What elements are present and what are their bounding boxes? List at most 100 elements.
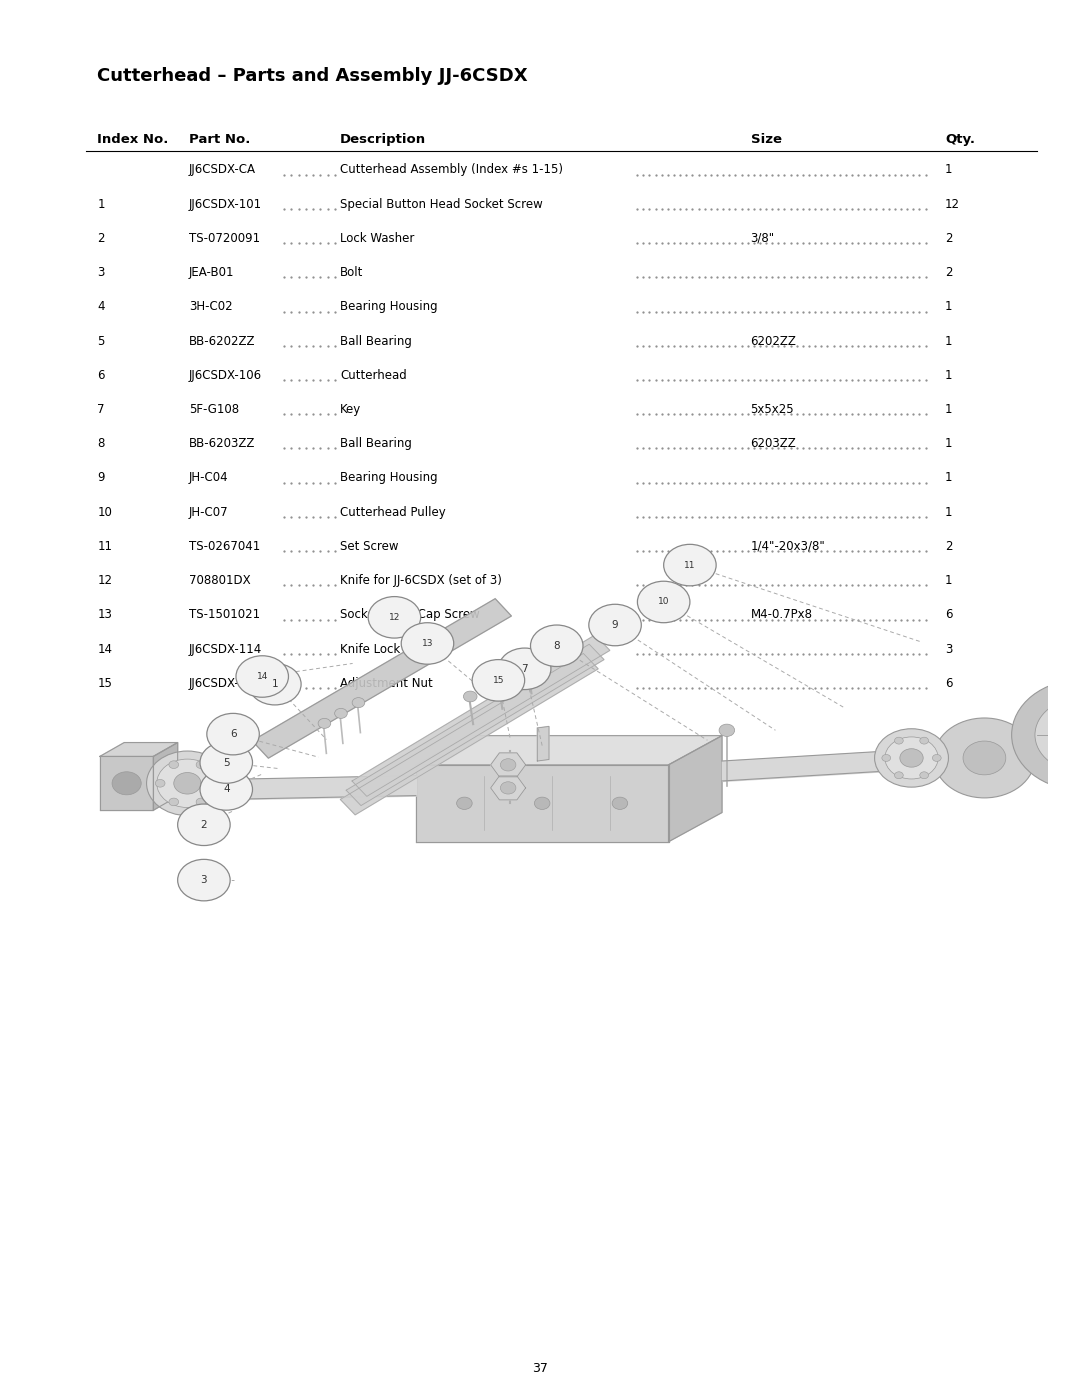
Text: 2: 2 — [201, 820, 207, 830]
Circle shape — [934, 718, 1035, 798]
Text: JJ6CSDX-CA: JJ6CSDX-CA — [189, 163, 256, 176]
Text: 14: 14 — [97, 643, 112, 655]
Polygon shape — [153, 743, 177, 810]
Text: 1: 1 — [945, 163, 953, 176]
Text: Bearing Housing: Bearing Housing — [340, 300, 437, 313]
Text: 6203ZZ: 6203ZZ — [751, 437, 796, 450]
Text: Description: Description — [340, 133, 427, 145]
Circle shape — [1064, 721, 1080, 749]
Circle shape — [235, 655, 288, 697]
Text: 13: 13 — [97, 609, 112, 622]
Text: TS-0267041: TS-0267041 — [189, 541, 260, 553]
Text: JJ6CSDX-114: JJ6CSDX-114 — [189, 643, 262, 655]
Circle shape — [112, 771, 141, 795]
Text: 2: 2 — [97, 232, 105, 244]
Text: 3: 3 — [201, 875, 207, 886]
Text: 12: 12 — [97, 574, 112, 587]
Circle shape — [492, 676, 507, 686]
Text: Ball Bearing: Ball Bearing — [340, 437, 413, 450]
Text: 3: 3 — [945, 643, 953, 655]
Text: 5: 5 — [97, 335, 105, 348]
Polygon shape — [416, 736, 721, 764]
Circle shape — [900, 749, 923, 767]
Text: TS-0720091: TS-0720091 — [189, 232, 260, 244]
Circle shape — [24, 785, 50, 805]
Ellipse shape — [216, 775, 227, 799]
Circle shape — [875, 729, 948, 787]
Text: 2: 2 — [945, 541, 953, 553]
Polygon shape — [416, 764, 669, 841]
Circle shape — [663, 545, 716, 585]
Circle shape — [894, 771, 903, 778]
Circle shape — [177, 859, 230, 901]
Text: JH-C07: JH-C07 — [189, 506, 229, 518]
Text: Cutterhead Pulley: Cutterhead Pulley — [340, 506, 446, 518]
Circle shape — [894, 738, 903, 745]
Text: 1: 1 — [945, 574, 953, 587]
Text: 3/8": 3/8" — [751, 232, 774, 244]
Text: Bearing Housing: Bearing Housing — [340, 472, 437, 485]
Text: 6: 6 — [230, 729, 237, 739]
Circle shape — [207, 714, 259, 754]
Circle shape — [920, 738, 929, 745]
Text: 4: 4 — [97, 300, 105, 313]
Polygon shape — [347, 644, 604, 806]
Text: 6: 6 — [945, 609, 953, 622]
Text: Socket Head Cap Screw: Socket Head Cap Screw — [340, 609, 480, 622]
Text: Size: Size — [751, 133, 782, 145]
Text: M4-0.7Px8: M4-0.7Px8 — [751, 609, 812, 622]
Circle shape — [200, 742, 253, 784]
Polygon shape — [352, 636, 610, 796]
Text: Knife Lock Bar: Knife Lock Bar — [340, 643, 424, 655]
Circle shape — [156, 780, 165, 787]
Text: JH-C04: JH-C04 — [189, 472, 229, 485]
Text: Part No.: Part No. — [189, 133, 251, 145]
Circle shape — [157, 759, 218, 807]
Text: 6: 6 — [945, 676, 953, 690]
Text: Cutterhead: Cutterhead — [340, 369, 407, 381]
Text: BB-6203ZZ: BB-6203ZZ — [189, 437, 255, 450]
Text: Knife for JJ-6CSDX (set of 3): Knife for JJ-6CSDX (set of 3) — [340, 574, 502, 587]
Circle shape — [963, 740, 1005, 775]
Circle shape — [147, 752, 228, 816]
Text: Ball Bearing: Ball Bearing — [340, 335, 413, 348]
Circle shape — [612, 798, 627, 809]
Text: 11: 11 — [684, 560, 696, 570]
Text: 1: 1 — [945, 402, 953, 416]
Text: 9: 9 — [97, 472, 105, 485]
Text: 7: 7 — [97, 402, 105, 416]
Text: 2: 2 — [945, 232, 953, 244]
Circle shape — [472, 659, 525, 701]
Text: 5x5x25: 5x5x25 — [751, 402, 794, 416]
Text: BB-6202ZZ: BB-6202ZZ — [189, 335, 256, 348]
Text: 9: 9 — [611, 620, 619, 630]
Circle shape — [882, 754, 891, 761]
Polygon shape — [490, 775, 526, 800]
Circle shape — [522, 661, 536, 671]
Text: 1: 1 — [945, 369, 953, 381]
Polygon shape — [99, 743, 177, 756]
Circle shape — [177, 805, 230, 845]
Text: 10: 10 — [658, 598, 670, 606]
Text: Cutterhead – Parts and Assembly JJ-6CSDX: Cutterhead – Parts and Assembly JJ-6CSDX — [97, 67, 528, 85]
Text: Set Screw: Set Screw — [340, 541, 399, 553]
Circle shape — [498, 648, 551, 690]
Circle shape — [932, 754, 941, 761]
Text: 6: 6 — [97, 369, 105, 381]
Text: 708801DX: 708801DX — [189, 574, 251, 587]
Text: Adjustment Nut: Adjustment Nut — [340, 676, 433, 690]
Text: 4: 4 — [222, 785, 230, 795]
Text: 1: 1 — [271, 679, 279, 689]
Text: Index No.: Index No. — [97, 133, 168, 145]
Text: 1: 1 — [945, 335, 953, 348]
Text: Bolt: Bolt — [340, 265, 364, 279]
Polygon shape — [538, 726, 549, 761]
Text: 8: 8 — [97, 437, 105, 450]
Circle shape — [885, 738, 939, 780]
Text: 15: 15 — [97, 676, 112, 690]
Text: 1: 1 — [97, 198, 105, 211]
Circle shape — [319, 718, 330, 728]
Circle shape — [168, 761, 178, 768]
Circle shape — [920, 771, 929, 778]
Circle shape — [500, 759, 516, 771]
